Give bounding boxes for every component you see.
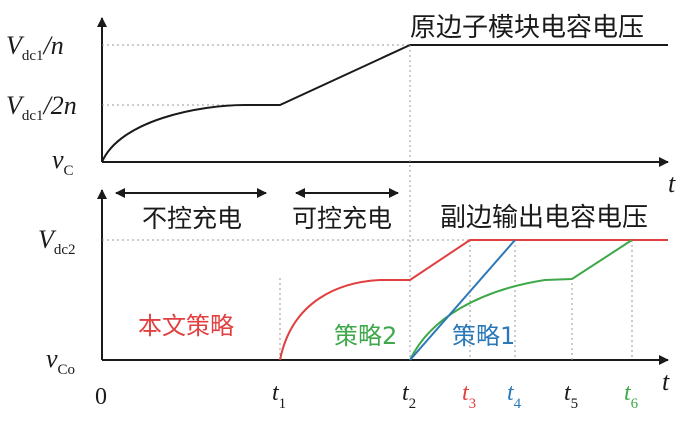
top-ylabel-high: Vdc1/n bbox=[6, 31, 64, 64]
uncontrolled-phase-label: 不控充电 bbox=[142, 204, 242, 233]
tick-t2: t2 bbox=[402, 380, 416, 412]
tick-t5: t5 bbox=[564, 380, 578, 412]
controlled-phase-label: 可控充电 bbox=[292, 204, 392, 233]
tick-t4: t4 bbox=[507, 380, 522, 412]
top-ylabel-low: vC bbox=[52, 145, 74, 179]
top-x-axis-label: t bbox=[668, 169, 676, 198]
bottom-x-axis-label: t bbox=[662, 367, 670, 396]
strategy2-label: 策略2 bbox=[334, 322, 397, 350]
top-title: 原边子模块电容电压 bbox=[410, 13, 644, 43]
tick-t3: t3 bbox=[462, 380, 476, 412]
tick-origin: 0 bbox=[95, 384, 107, 410]
strategy2-curve bbox=[409, 239, 633, 361]
proposed-strategy-label: 本文策略 bbox=[138, 312, 234, 340]
bottom-ylabel-low: vCo bbox=[46, 344, 75, 378]
proposed-strategy-curve bbox=[279, 239, 668, 361]
top-ylabel-mid: Vdc1/2n bbox=[6, 91, 77, 124]
bottom-ylabel-high: Vdc2 bbox=[38, 225, 76, 258]
bottom-title: 副边输出电容电压 bbox=[440, 203, 648, 233]
top-panel: Vdc1/n Vdc1/2n vC t 原边子模块电容电压 不控充电 可控充电 bbox=[6, 13, 676, 233]
top-primary-voltage-curve bbox=[101, 44, 668, 163]
bottom-panel: Vdc2 vCo t 副边输出电容电压 本文策略 策略2 策略1 0 t1 t2… bbox=[38, 45, 670, 412]
tick-t6: t6 bbox=[624, 380, 639, 412]
strategy1-label: 策略1 bbox=[452, 322, 515, 350]
tick-t1: t1 bbox=[272, 380, 286, 412]
strategy1-curve bbox=[409, 239, 516, 361]
